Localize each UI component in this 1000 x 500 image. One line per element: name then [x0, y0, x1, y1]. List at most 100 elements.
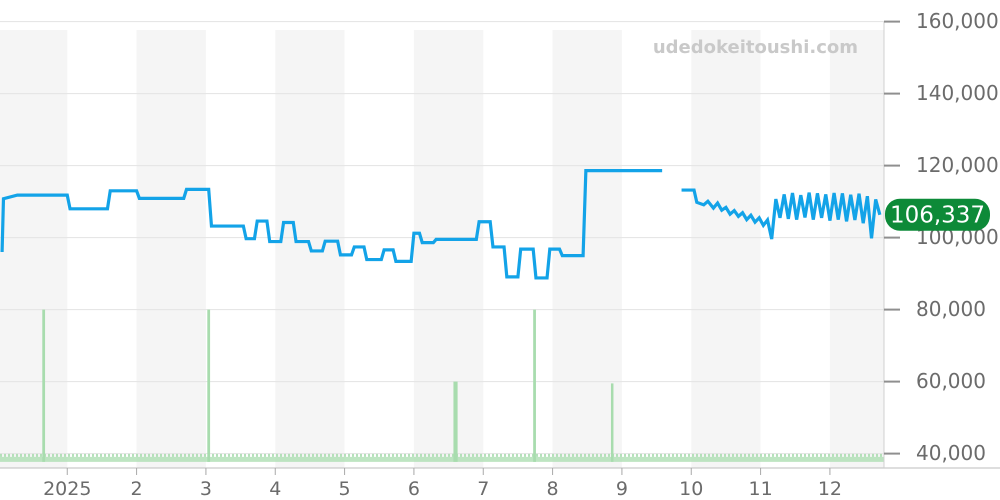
volume-tick: [52, 453, 54, 457]
volume-tick: [548, 453, 550, 457]
volume-tick: [736, 453, 738, 457]
volume-tick: [180, 453, 182, 457]
volume-tick: [432, 453, 434, 457]
volume-tick: [504, 453, 506, 457]
volume-tick: [716, 453, 718, 457]
volume-bar: [533, 309, 536, 462]
volume-tick: [364, 453, 366, 457]
volume-tick: [788, 453, 790, 457]
volume-tick: [784, 453, 786, 457]
volume-tick: [756, 453, 758, 457]
volume-tick: [560, 453, 562, 457]
volume-tick: [524, 453, 526, 457]
volume-tick: [4, 453, 6, 457]
volume-tick: [868, 453, 870, 457]
volume-tick: [328, 453, 330, 457]
volume-tick: [144, 453, 146, 457]
volume-tick: [64, 453, 66, 457]
volume-tick: [264, 453, 266, 457]
volume-baseline: [0, 456, 884, 462]
volume-tick: [692, 453, 694, 457]
volume-tick: [772, 453, 774, 457]
volume-tick: [216, 453, 218, 457]
volume-tick: [212, 453, 214, 457]
x-tick-label: 11: [748, 478, 772, 500]
volume-tick: [620, 453, 622, 457]
volume-tick: [20, 453, 22, 457]
volume-tick: [704, 453, 706, 457]
volume-tick: [552, 453, 554, 457]
volume-tick: [680, 453, 682, 457]
volume-tick: [84, 453, 86, 457]
volume-tick: [88, 453, 90, 457]
volume-tick: [632, 453, 634, 457]
volume-tick: [200, 453, 202, 457]
volume-bars: [42, 309, 614, 462]
volume-tick: [776, 453, 778, 457]
volume-tick: [852, 453, 854, 457]
volume-tick: [168, 453, 170, 457]
volume-tick: [640, 453, 642, 457]
volume-tick: [344, 453, 346, 457]
volume-tick: [296, 453, 298, 457]
current-price-badge-value: 106,337: [890, 202, 985, 228]
current-price-badge[interactable]: 106,337: [885, 198, 990, 231]
volume-tick: [116, 453, 118, 457]
volume-tick: [108, 453, 110, 457]
volume-tick: [208, 453, 210, 457]
volume-tick: [812, 453, 814, 457]
volume-tick: [832, 453, 834, 457]
volume-tick: [820, 453, 822, 457]
volume-tick: [336, 453, 338, 457]
volume-tick: [744, 453, 746, 457]
volume-tick: [440, 453, 442, 457]
volume-tick: [668, 453, 670, 457]
volume-tick: [568, 453, 570, 457]
volume-tick: [792, 453, 794, 457]
volume-tick: [796, 453, 798, 457]
volume-tick: [260, 453, 262, 457]
x-tick-label: 10: [679, 478, 703, 500]
volume-tick: [148, 453, 150, 457]
volume-tick: [816, 453, 818, 457]
x-tick-label: 9: [616, 478, 628, 500]
volume-tick: [8, 453, 10, 457]
volume-tick: [156, 453, 158, 457]
x-tick-label: 8: [547, 478, 559, 500]
volume-tick: [516, 453, 518, 457]
volume-tick: [448, 453, 450, 457]
volume-tick: [676, 453, 678, 457]
x-tick-label: 12: [818, 478, 842, 500]
volume-tick: [28, 453, 30, 457]
volume-tick: [848, 453, 850, 457]
volume-tick: [652, 453, 654, 457]
volume-tick: [96, 453, 98, 457]
volume-tick: [340, 453, 342, 457]
volume-tick: [660, 453, 662, 457]
volume-tick: [104, 453, 106, 457]
x-tick-label: 3: [200, 478, 212, 500]
volume-tick: [124, 453, 126, 457]
volume-tick: [424, 453, 426, 457]
volume-tick: [312, 453, 314, 457]
volume-bar: [207, 309, 211, 462]
volume-tick: [56, 453, 58, 457]
volume-tick: [604, 453, 606, 457]
volume-tick: [280, 453, 282, 457]
volume-tick: [392, 453, 394, 457]
volume-tick: [228, 453, 230, 457]
y-tick-label: 40,000: [916, 441, 986, 465]
volume-tick: [404, 453, 406, 457]
volume-tick: [16, 453, 18, 457]
volume-tick: [512, 453, 514, 457]
volume-tick: [728, 453, 730, 457]
volume-tick: [232, 453, 234, 457]
volume-tick: [872, 453, 874, 457]
volume-tick: [224, 453, 226, 457]
volume-tick: [544, 453, 546, 457]
volume-tick: [628, 453, 630, 457]
volume-tick: [112, 453, 114, 457]
volume-tick: [288, 453, 290, 457]
